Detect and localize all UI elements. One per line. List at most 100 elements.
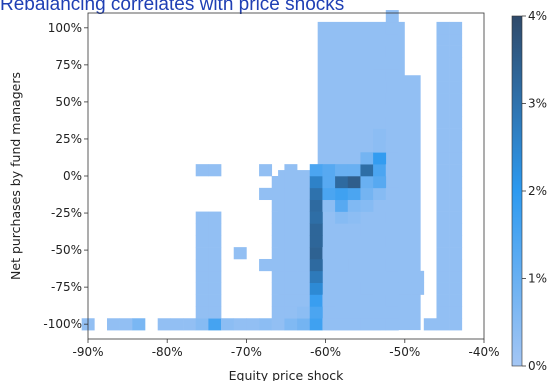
heatmap-cell: [449, 187, 463, 201]
heatmap-cell: [284, 270, 298, 283]
heatmap-cell: [157, 318, 171, 331]
heatmap-cell: [284, 199, 298, 212]
heatmap-cell: [322, 187, 336, 201]
heatmap-cell: [347, 199, 361, 212]
heatmap-cell: [335, 164, 349, 177]
heatmap-cell: [297, 223, 311, 236]
heatmap-cell: [385, 21, 399, 35]
x-tick-label: -80%: [152, 345, 183, 359]
heatmap-cell: [373, 69, 387, 82]
heatmap-cell: [309, 187, 323, 201]
heatmap-cell: [284, 164, 298, 177]
x-tick-label: -50%: [389, 345, 420, 359]
x-tick-label: -60%: [310, 345, 341, 359]
heatmap-cell: [322, 199, 336, 212]
heatmap-cell: [436, 152, 450, 165]
heatmap-cell: [449, 211, 463, 224]
heatmap-cell: [309, 176, 323, 189]
heatmap-cell: [309, 282, 323, 295]
heatmap-cell: [373, 140, 387, 153]
heatmap-cell: [436, 223, 450, 236]
heatmap-cell: [309, 211, 323, 224]
heatmap-cell: [119, 318, 133, 331]
heatmap-cell: [385, 140, 399, 153]
heatmap-cell: [259, 258, 273, 272]
heatmap-cell: [271, 211, 285, 224]
heatmap-cell: [436, 116, 450, 129]
heatmap-cell: [271, 282, 285, 295]
heatmap-cell: [436, 21, 450, 35]
colorbar-tick-label: 4%: [528, 9, 547, 23]
heatmap-cell: [436, 176, 450, 189]
heatmap-cell: [385, 318, 399, 331]
heatmap-cell: [436, 282, 450, 295]
heatmap-cell: [297, 306, 311, 319]
y-tick-label: -100%: [43, 317, 82, 331]
heatmap-cell: [385, 294, 399, 307]
heatmap-cell: [385, 235, 399, 248]
heatmap-cell: [271, 223, 285, 236]
heatmap-cell: [297, 258, 311, 272]
heatmap-cell: [170, 318, 184, 331]
heatmap-cell: [309, 247, 323, 260]
x-axis-label: Equity price shock: [229, 368, 345, 381]
heatmap-cell: [360, 282, 374, 295]
heatmap-cell: [208, 235, 222, 248]
heatmap-cell: [309, 294, 323, 307]
heatmap-cell: [385, 211, 399, 224]
heatmap-cell: [195, 211, 209, 224]
heatmap-cell: [309, 223, 323, 236]
heatmap-cell: [436, 199, 450, 212]
heatmap-cell: [449, 306, 463, 319]
heatmap-cell: [271, 235, 285, 248]
y-tick-label: -50%: [51, 243, 82, 257]
heatmap-cell: [297, 211, 311, 224]
heatmap-cell: [208, 318, 222, 331]
heatmap-cell: [183, 318, 197, 331]
heatmap-cell: [449, 33, 463, 46]
heatmap-cell: [195, 294, 209, 307]
heatmap-cell: [271, 187, 285, 201]
heatmap-cell: [449, 235, 463, 248]
heatmap-cell: [436, 306, 450, 319]
heatmap-cell: [284, 282, 298, 295]
heatmap-cell: [233, 318, 247, 331]
x-tick-label: -40%: [468, 345, 499, 359]
heatmap-cell: [233, 247, 247, 260]
heatmap-cell: [195, 235, 209, 248]
heatmap-cell: [335, 258, 349, 272]
heatmap-cell: [436, 57, 450, 70]
heatmap-cell: [195, 282, 209, 295]
heatmap-cell: [436, 69, 450, 82]
heatmap-cell: [423, 318, 437, 331]
heatmap-cell: [335, 211, 349, 224]
heatmap-cell: [297, 176, 311, 189]
heatmap-cell: [297, 187, 311, 201]
y-axis: 100% 75% 50% 25% 0% -25% -50% -75% -100%: [43, 21, 88, 331]
heatmap-cell: [246, 318, 260, 331]
heatmap-cell: [436, 318, 450, 331]
heatmap-cell: [449, 152, 463, 165]
heatmap-cell: [347, 211, 361, 224]
heatmap-cell: [195, 258, 209, 272]
heatmap-cell: [309, 306, 323, 319]
heatmap-cell: [385, 45, 399, 58]
heatmap-cell: [335, 176, 349, 189]
heatmap-cell: [449, 128, 463, 141]
heatmap-cell: [284, 306, 298, 319]
heatmap-cell: [360, 187, 374, 201]
heatmap-cell: [284, 187, 298, 201]
heatmap-cell: [195, 247, 209, 260]
y-tick-label: 75%: [55, 58, 82, 72]
heatmap-cell: [309, 258, 323, 272]
x-tick-label: -90%: [72, 345, 103, 359]
heatmap-cell: [284, 294, 298, 307]
heatmap-cell: [436, 211, 450, 224]
heatmap-cell: [208, 247, 222, 260]
heatmap-cell: [297, 199, 311, 212]
heatmap-cell: [335, 318, 349, 331]
heatmap-cell: [373, 116, 387, 129]
heatmap-cell: [360, 199, 374, 212]
heatmap-cell: [309, 235, 323, 248]
colorbar-tick-label: 1%: [528, 272, 547, 286]
